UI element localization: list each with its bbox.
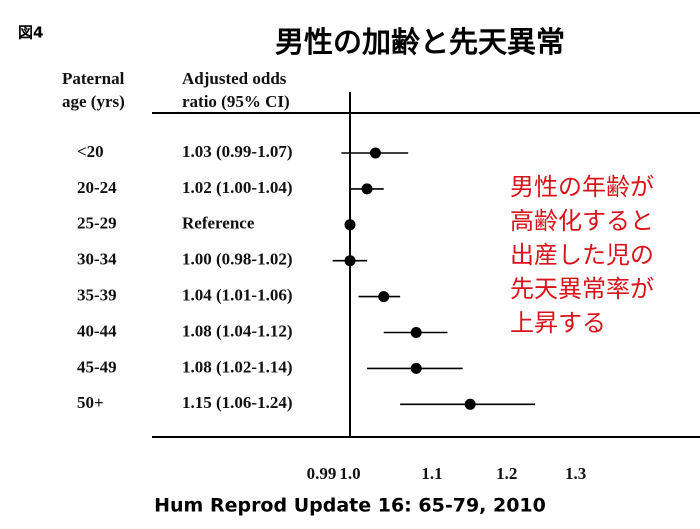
column-header: ratio (95% CI) xyxy=(182,92,290,111)
annotation: 出産した児の xyxy=(510,241,654,269)
point-estimate xyxy=(464,398,476,410)
value-label: 1.02 (1.00-1.04) xyxy=(182,178,292,197)
column-header: Adjusted odds xyxy=(182,69,287,88)
category-label: 30-34 xyxy=(77,250,117,269)
annotation: 男性の年齢が xyxy=(510,173,654,201)
x-tick-label: 1.2 xyxy=(496,464,517,483)
column-header: age (yrs) xyxy=(62,92,125,111)
value-label: 1.08 (1.04-1.12) xyxy=(182,321,292,340)
annotation: 先天異常率が xyxy=(510,275,654,303)
x-tick-label: 0.99 xyxy=(307,464,337,483)
value-label: 1.04 (1.01-1.06) xyxy=(182,286,292,305)
x-tick-label: 1.1 xyxy=(421,464,442,483)
category-label: 45-49 xyxy=(77,357,117,376)
category-label: 25-29 xyxy=(77,214,117,233)
annotation: 上昇する xyxy=(510,309,606,337)
category-label: 20-24 xyxy=(77,178,117,197)
category-label: 50+ xyxy=(77,393,104,412)
value-label: Reference xyxy=(182,214,255,233)
category-label: <20 xyxy=(77,142,104,161)
figure-label: 図4 xyxy=(18,24,43,42)
source: Hum Reprod Update 16: 65-79, 2010 xyxy=(154,495,546,517)
category-label: 35-39 xyxy=(77,286,117,305)
value-label: 1.15 (1.06-1.24) xyxy=(182,393,292,412)
point-estimate xyxy=(344,219,356,231)
x-tick-label: 1.0 xyxy=(339,464,360,483)
point-estimate xyxy=(410,327,422,338)
value-label: 1.00 (0.98-1.02) xyxy=(182,250,292,269)
value-label: 1.03 (0.99-1.07) xyxy=(182,142,292,161)
annotation: 高齢化すると xyxy=(510,207,654,235)
chart-title: 男性の加齢と先天異常 xyxy=(275,25,565,59)
x-tick-label: 1.3 xyxy=(565,464,586,483)
value-label: 1.08 (1.02-1.14) xyxy=(182,357,292,376)
point-estimate xyxy=(369,147,381,159)
category-label: 40-44 xyxy=(77,321,117,340)
point-estimate xyxy=(378,291,390,303)
point-estimate xyxy=(361,183,373,195)
column-header: Paternal xyxy=(62,69,125,88)
point-estimate xyxy=(344,255,356,267)
point-estimate xyxy=(410,362,422,374)
